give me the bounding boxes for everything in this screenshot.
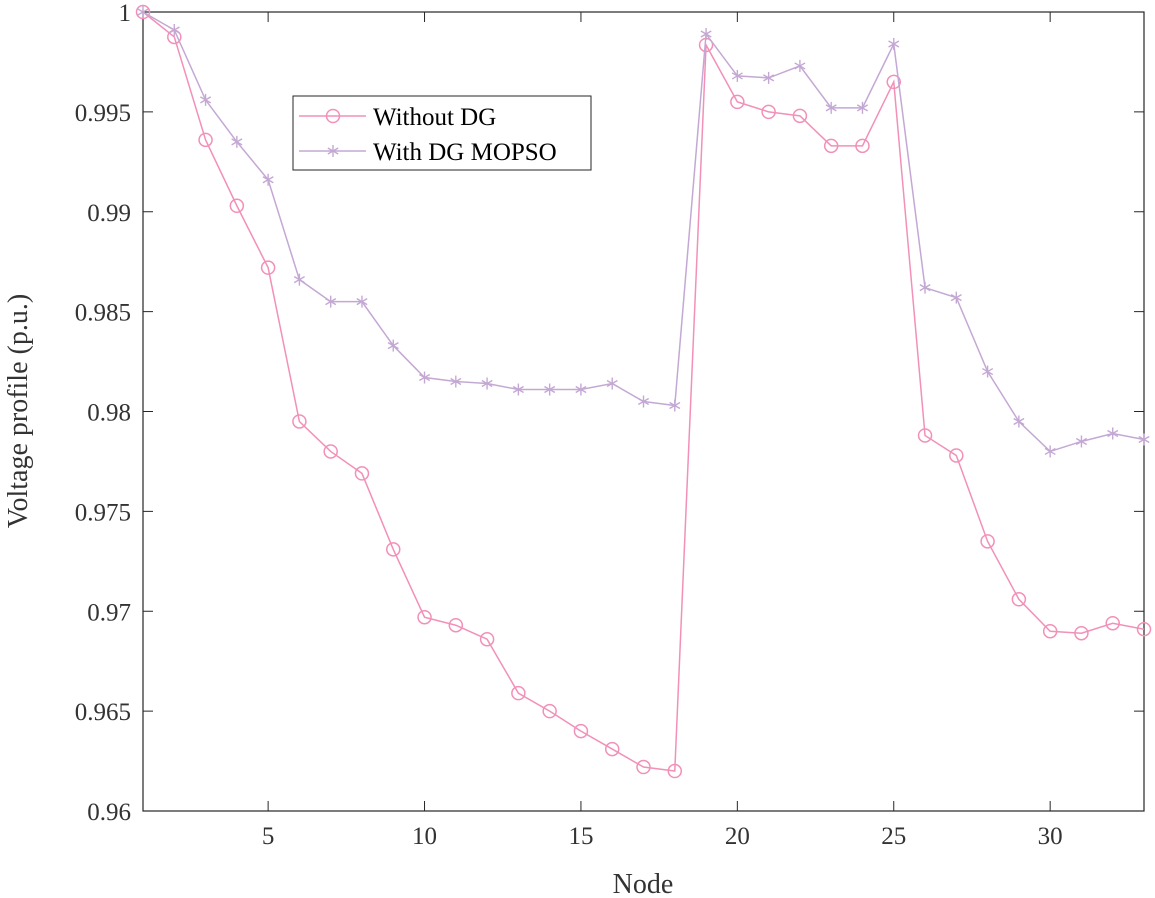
data-point bbox=[418, 371, 431, 384]
data-point bbox=[137, 6, 149, 18]
x-tick-label: 30 bbox=[1038, 823, 1063, 850]
data-point bbox=[700, 27, 712, 40]
data-point bbox=[886, 74, 901, 90]
x-tick-label: 25 bbox=[881, 823, 906, 850]
data-point bbox=[323, 444, 338, 459]
data-point bbox=[479, 631, 495, 647]
data-point bbox=[542, 703, 557, 719]
data-point bbox=[730, 94, 745, 110]
data-point bbox=[667, 763, 683, 779]
data-point bbox=[231, 135, 243, 148]
x-tick-label: 5 bbox=[262, 823, 275, 850]
legend: Without DG With DG MOPSO bbox=[292, 95, 592, 171]
data-point bbox=[260, 260, 276, 275]
data-point bbox=[1138, 433, 1150, 446]
data-point bbox=[855, 138, 870, 154]
x-tick-label: 20 bbox=[725, 823, 750, 850]
data-point bbox=[1042, 623, 1058, 639]
data-point bbox=[1011, 592, 1027, 607]
data-point bbox=[356, 295, 368, 308]
data-point bbox=[1044, 445, 1056, 458]
y-tick-label: 0.96 bbox=[87, 799, 131, 826]
data-point bbox=[823, 138, 839, 154]
data-point bbox=[292, 414, 307, 429]
x-tick-label: 15 bbox=[568, 823, 593, 850]
data-point bbox=[198, 132, 213, 148]
data-point bbox=[731, 69, 743, 82]
data-point bbox=[1075, 435, 1087, 448]
data-point bbox=[386, 542, 401, 557]
data-point bbox=[229, 198, 245, 214]
y-axis-label: Voltage profile (p.u.) bbox=[3, 294, 34, 528]
y-tick-label: 0.975 bbox=[75, 499, 131, 526]
data-point bbox=[980, 534, 995, 549]
data-point bbox=[387, 339, 399, 352]
legend-entry-without-dg: Without DG bbox=[373, 104, 496, 131]
data-point bbox=[575, 383, 587, 396]
y-tick-label: 0.985 bbox=[75, 300, 131, 327]
data-point bbox=[856, 101, 869, 114]
data-point bbox=[448, 617, 464, 633]
data-point bbox=[825, 101, 837, 114]
data-point bbox=[761, 104, 776, 120]
data-point bbox=[982, 365, 994, 378]
data-point bbox=[1105, 615, 1120, 631]
y-tick-label: 0.97 bbox=[87, 599, 131, 626]
data-point bbox=[354, 466, 370, 481]
data-point bbox=[293, 273, 305, 286]
data-point bbox=[636, 759, 651, 775]
data-point bbox=[262, 173, 274, 186]
data-point bbox=[917, 428, 933, 443]
data-point bbox=[135, 4, 151, 20]
data-point bbox=[604, 741, 620, 757]
data-point bbox=[325, 295, 337, 308]
data-point bbox=[1136, 621, 1152, 637]
data-point bbox=[168, 23, 180, 36]
data-point bbox=[669, 399, 681, 412]
data-point bbox=[450, 375, 462, 388]
data-point bbox=[544, 383, 556, 396]
y-tick-label: 0.965 bbox=[75, 699, 131, 726]
series-with-dg-mopso bbox=[137, 6, 1150, 458]
data-point bbox=[949, 448, 964, 463]
data-point bbox=[792, 108, 808, 124]
y-tick-label: 0.995 bbox=[75, 100, 131, 127]
data-point bbox=[637, 395, 650, 408]
data-point bbox=[919, 281, 931, 294]
data-point bbox=[606, 377, 618, 390]
legend-circle-marker bbox=[325, 108, 341, 124]
legend-entry-with-dg-mopso: With DG MOPSO bbox=[373, 139, 557, 166]
data-point bbox=[888, 37, 900, 50]
data-point bbox=[1013, 415, 1025, 428]
data-point bbox=[481, 377, 493, 390]
data-point bbox=[200, 93, 212, 106]
data-point bbox=[1074, 625, 1089, 641]
y-tick-label: 0.99 bbox=[87, 200, 131, 227]
data-point bbox=[763, 71, 775, 84]
data-point bbox=[511, 685, 526, 701]
data-point bbox=[794, 59, 806, 72]
data-point bbox=[950, 291, 962, 304]
y-tick-label: 0.98 bbox=[87, 400, 131, 427]
series-line bbox=[142, 11, 1145, 772]
x-tick-label: 10 bbox=[412, 823, 437, 850]
data-point bbox=[1107, 427, 1119, 440]
data-point bbox=[512, 383, 524, 396]
y-tick-label: 1 bbox=[119, 0, 132, 27]
x-axis-label: Node bbox=[613, 869, 674, 898]
data-point bbox=[417, 609, 432, 625]
data-point bbox=[573, 723, 589, 739]
